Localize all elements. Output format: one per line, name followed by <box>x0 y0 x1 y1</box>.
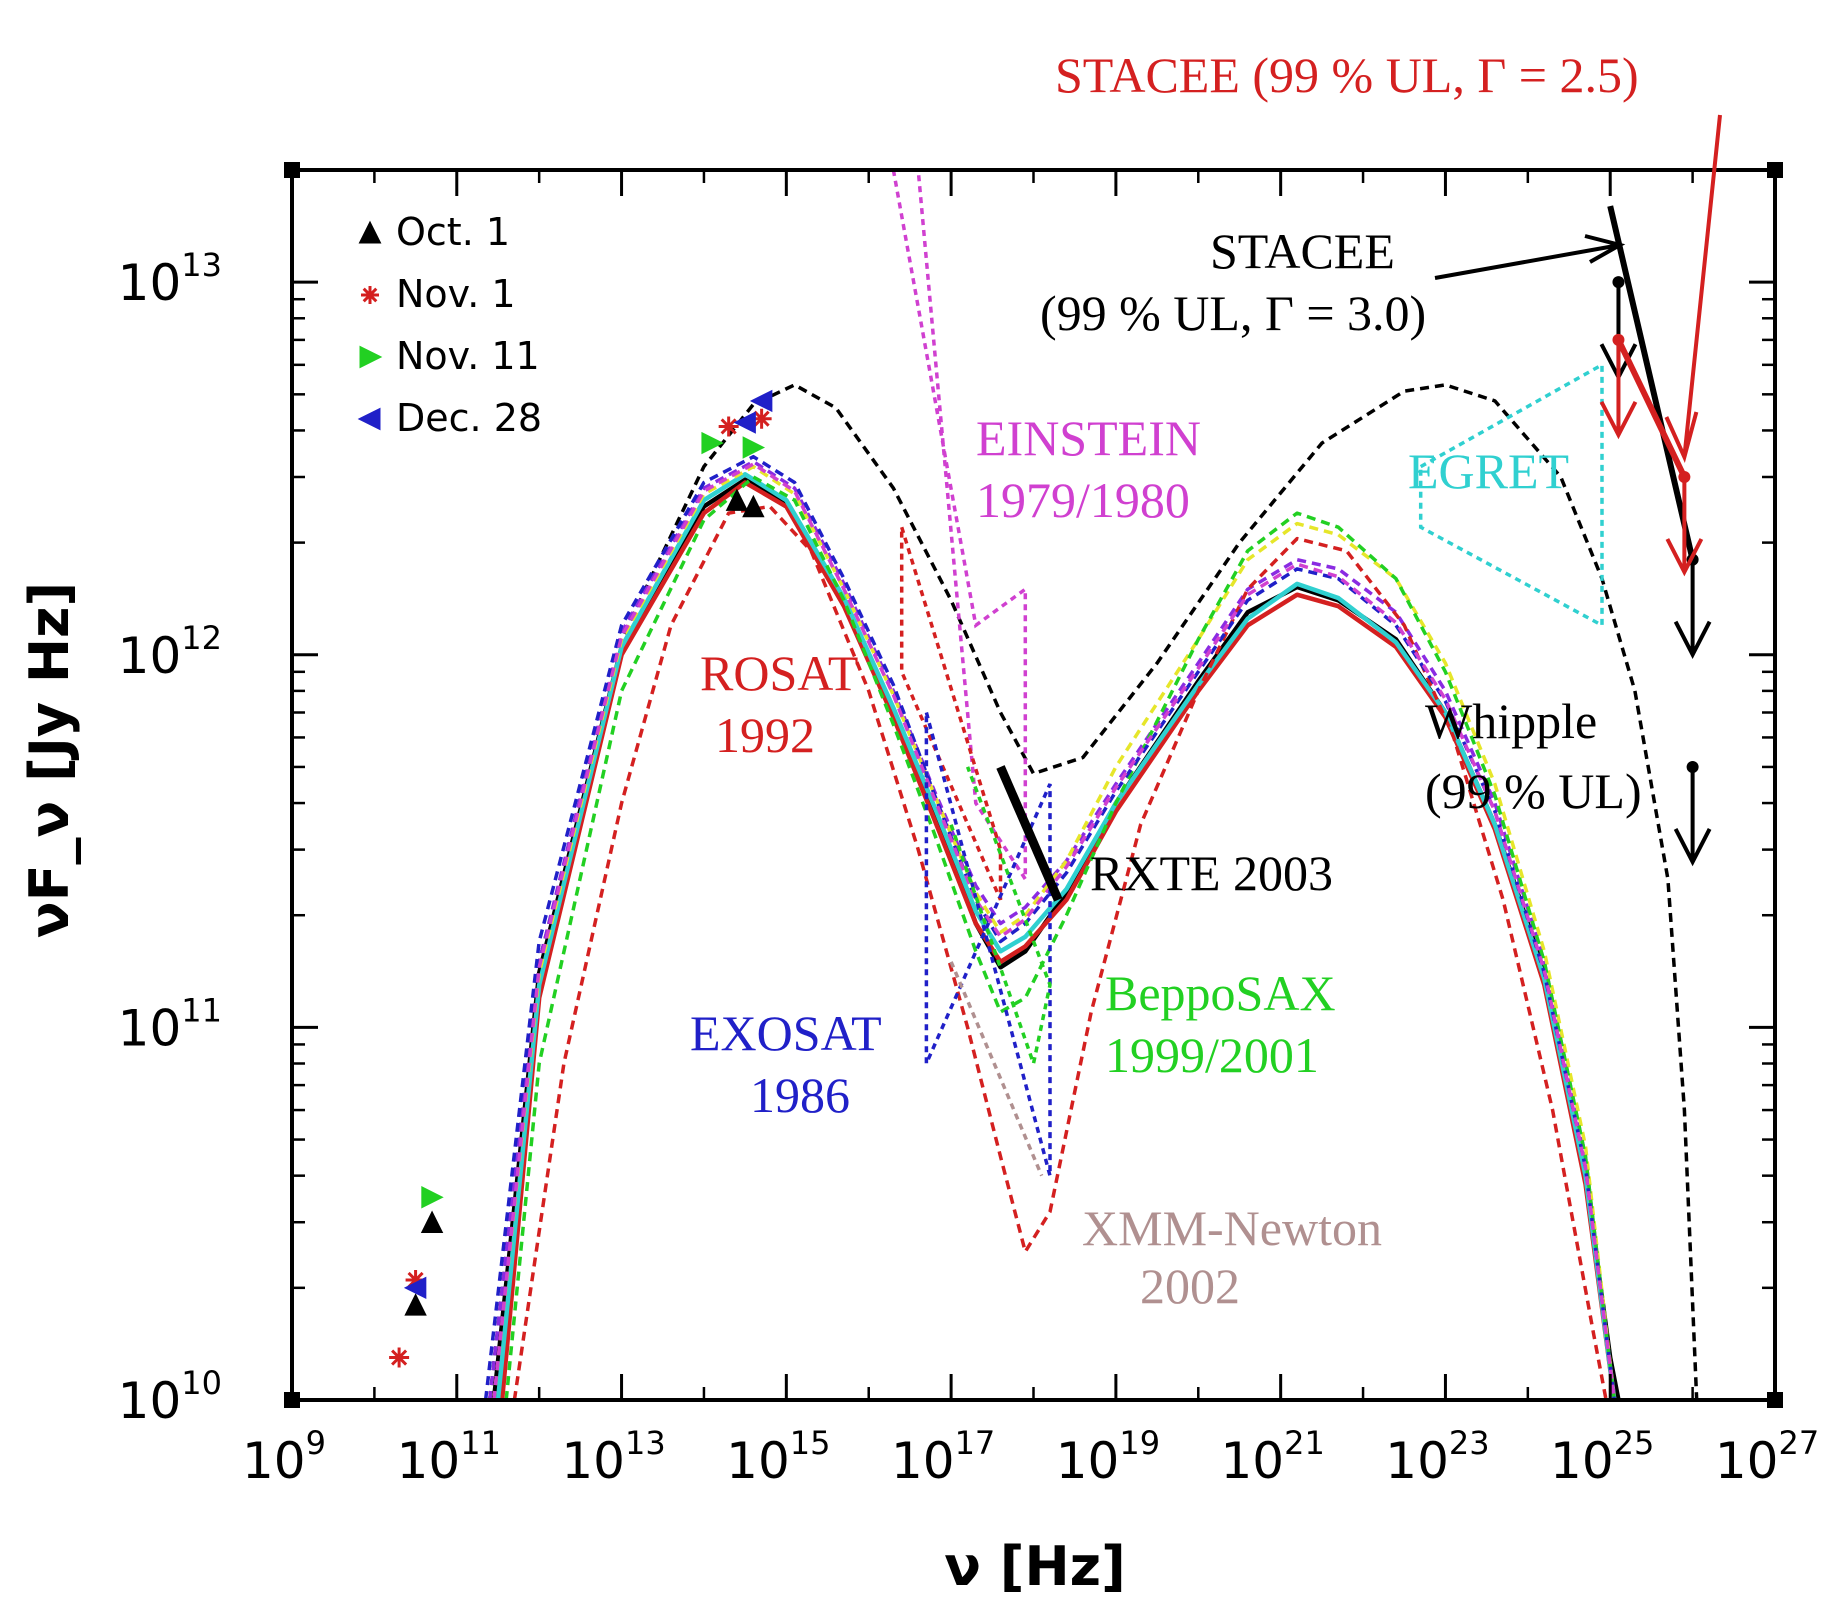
series-line-7 <box>512 504 1608 1400</box>
x-axis-title: ν [Hz] <box>944 1535 1126 1598</box>
marker-layer <box>389 205 1712 1368</box>
upper-limit-arrow-1-1 <box>1665 476 1704 577</box>
legend-marker-3 <box>357 407 381 431</box>
series-line-0 <box>487 383 1699 1400</box>
series-line-4 <box>487 459 1617 1400</box>
annotation-0: STACEE (99 % UL, Γ = 2.5) <box>1055 47 1639 103</box>
legend-marker-1 <box>361 286 379 304</box>
legend-label-3: Dec. 28 <box>396 396 542 440</box>
data-point-1-0 <box>389 1347 410 1368</box>
x-tick-label-4: 1017 <box>891 1424 995 1490</box>
x-tick-label-1: 1011 <box>397 1424 501 1490</box>
x-tick-label-9: 1027 <box>1715 1424 1819 1490</box>
data-point-1-2 <box>718 416 739 437</box>
y-tick-label-1: 1011 <box>118 991 222 1057</box>
x-tick-label-5: 1019 <box>1056 1424 1160 1490</box>
upper-limit-arrow-2-0 <box>1673 766 1712 867</box>
data-point-0-3 <box>742 494 765 518</box>
series-line-2 <box>499 480 1617 1400</box>
bowtie-layer <box>891 170 1604 1177</box>
axis-ticks: 109 1011 1013 1015 1017 1019 1021 1023 1025 1027 1… <box>118 168 1819 1490</box>
data-point-2-0 <box>421 1186 444 1209</box>
series-line-1 <box>491 477 1621 1400</box>
y-axis-title: νF_ν [Jy Hz] <box>18 582 81 938</box>
upper-limit-line-0 <box>1607 205 1696 561</box>
bowtie-6 <box>1418 361 1604 629</box>
x-tick-label-0: 109 <box>242 1424 326 1490</box>
data-point-2-1 <box>701 431 724 455</box>
data-point-0-0 <box>420 1210 444 1233</box>
data-point-0-1 <box>404 1293 427 1316</box>
annotation-5: Whipple (99 % UL) <box>1425 693 1642 819</box>
x-tick-label-6: 1021 <box>1220 1424 1324 1490</box>
data-point-3-2 <box>733 411 756 434</box>
data-point-3-1 <box>749 389 773 413</box>
x-tick-label-8: 1025 <box>1550 1424 1654 1490</box>
series-line-9 <box>492 462 1617 1400</box>
annotation-7: EXOSAT 1986 <box>690 1005 882 1123</box>
annotation-3: EGRET <box>1408 443 1569 499</box>
x-tick-label-2: 1013 <box>561 1424 665 1490</box>
data-point-1-3 <box>751 408 772 429</box>
annotation-8: BeppoSAX 1999/2001 <box>1105 965 1336 1083</box>
legend-label-1: Nov. 1 <box>396 272 516 316</box>
annotation-1: STACEE (99 % UL, Γ = 3.0) <box>1040 223 1426 341</box>
legend-label-0: Oct. 1 <box>396 210 510 254</box>
series-line-5 <box>492 464 1617 1400</box>
data-point-2-2 <box>742 436 766 459</box>
x-tick-label-7: 1023 <box>1385 1424 1489 1490</box>
y-tick-label-3: 1013 <box>118 246 222 312</box>
y-tick-label-2: 1012 <box>118 619 222 685</box>
legend-marker-0 <box>358 220 382 244</box>
annotation-arrow-black <box>1434 234 1626 280</box>
bowtie-5 <box>996 765 1063 902</box>
x-tick-label-3: 1015 <box>726 1424 830 1490</box>
annotation-4: ROSAT 1992 <box>700 645 858 763</box>
annotations: STACEE (99 % UL, Γ = 2.5) STACEE (99 % UL,… <box>690 47 1722 1314</box>
bowtie-4 <box>949 961 1044 1177</box>
legend-marker-2 <box>359 345 383 369</box>
bowtie-2 <box>924 712 1052 1177</box>
bowtie-0 <box>891 170 1028 885</box>
series-line-3 <box>495 472 1617 1400</box>
upper-limit-arrow-0-1 <box>1673 559 1712 660</box>
legend-label-2: Nov. 11 <box>396 334 540 378</box>
bowtie-1 <box>899 526 1003 901</box>
annotation-2: EINSTEIN 1979/1980 <box>976 410 1201 528</box>
annotation-6: RXTE 2003 <box>1090 845 1333 901</box>
curve-layer <box>483 383 1699 1400</box>
data-point-3-0 <box>403 1276 427 1300</box>
data-point-1-1 <box>405 1269 426 1290</box>
upper-limit-line-1 <box>1615 338 1688 479</box>
upper-limit-arrow-1-0 <box>1599 339 1638 440</box>
annotation-arrow-red <box>1664 114 1722 463</box>
annotation-9: XMM-Newton 2002 <box>1082 1200 1382 1314</box>
legend: Oct. 1 Nov. 1 Nov. 11 Dec. 28 <box>357 210 542 440</box>
bowtie-3 <box>949 766 1052 1071</box>
data-point-0-2 <box>725 488 749 511</box>
y-tick-label-0: 1010 <box>118 1364 222 1430</box>
series-line-6 <box>504 475 1617 1400</box>
